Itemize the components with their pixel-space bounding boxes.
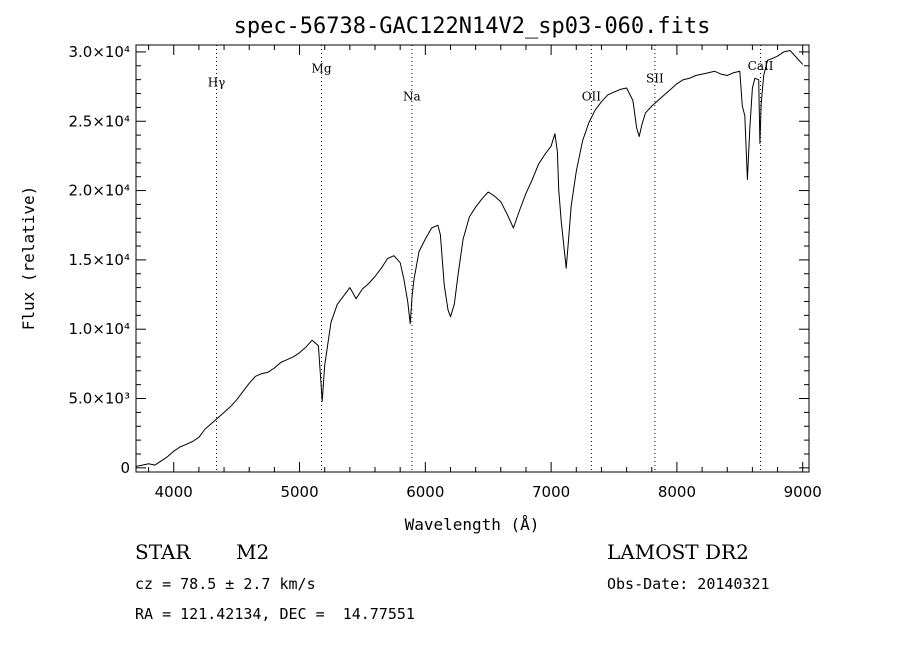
spectrum-series <box>135 50 804 467</box>
spectral-line-label: OII <box>582 89 602 103</box>
y-tick-label: 1.0×10⁴ <box>68 320 130 338</box>
object-subclass: M2 <box>236 540 270 564</box>
x-axis-ticks: 4000 5000 6000 7000 8000 9000 <box>148 45 822 501</box>
x-tick-label: 6000 <box>406 483 444 501</box>
chart-title: spec-56738-GAC122N14V2_sp03-060.fits <box>234 14 711 39</box>
spectral-line-label: Na <box>403 89 421 103</box>
y-tick-label: 2.5×10⁴ <box>68 112 130 130</box>
y-axis-ticks: 0 5.0×10³ 1.0×10⁴ 1.5×10⁴ 2.0×10⁴ 2.5×10⁴ 3.0×… <box>68 43 809 477</box>
object-type: STAR <box>135 540 191 564</box>
survey-name: LAMOST DR2 <box>607 540 749 564</box>
coordinates: RA = 121.42134, DEC = 14.77551 <box>135 605 415 623</box>
spectrum-chart: spec-56738-GAC122N14V2_sp03-060.fits Hγ M… <box>19 14 822 534</box>
x-tick-label: 7000 <box>532 483 570 501</box>
y-tick-label: 1.5×10⁴ <box>68 251 130 269</box>
redshift-velocity: cz = 78.5 ± 2.7 km/s <box>135 575 316 593</box>
x-tick-label: 5000 <box>280 483 318 501</box>
x-tick-label: 8000 <box>658 483 696 501</box>
x-axis-label: Wavelength (Å) <box>405 515 540 534</box>
spectral-line-label: Hγ <box>208 76 226 90</box>
x-tick-label: 9000 <box>784 483 822 501</box>
x-tick-label: 4000 <box>155 483 193 501</box>
spectral-line-label: Mg <box>312 62 332 76</box>
y-tick-label: 3.0×10⁴ <box>68 43 130 61</box>
y-tick-label: 5.0×10³ <box>68 390 130 408</box>
spectral-line-label: SII <box>646 71 664 85</box>
spectral-line-markers: Hγ Mg Na OII SII CaII <box>208 45 774 472</box>
plot-frame <box>135 44 810 473</box>
y-tick-label: 2.0×10⁴ <box>68 182 130 200</box>
spectral-line-label: CaII <box>748 59 774 73</box>
y-axis-label: Flux (relative) <box>19 186 38 331</box>
spectrum-line <box>135 50 804 467</box>
y-tick-label: 0 <box>120 459 130 477</box>
observation-date: Obs-Date: 20140321 <box>607 575 770 593</box>
